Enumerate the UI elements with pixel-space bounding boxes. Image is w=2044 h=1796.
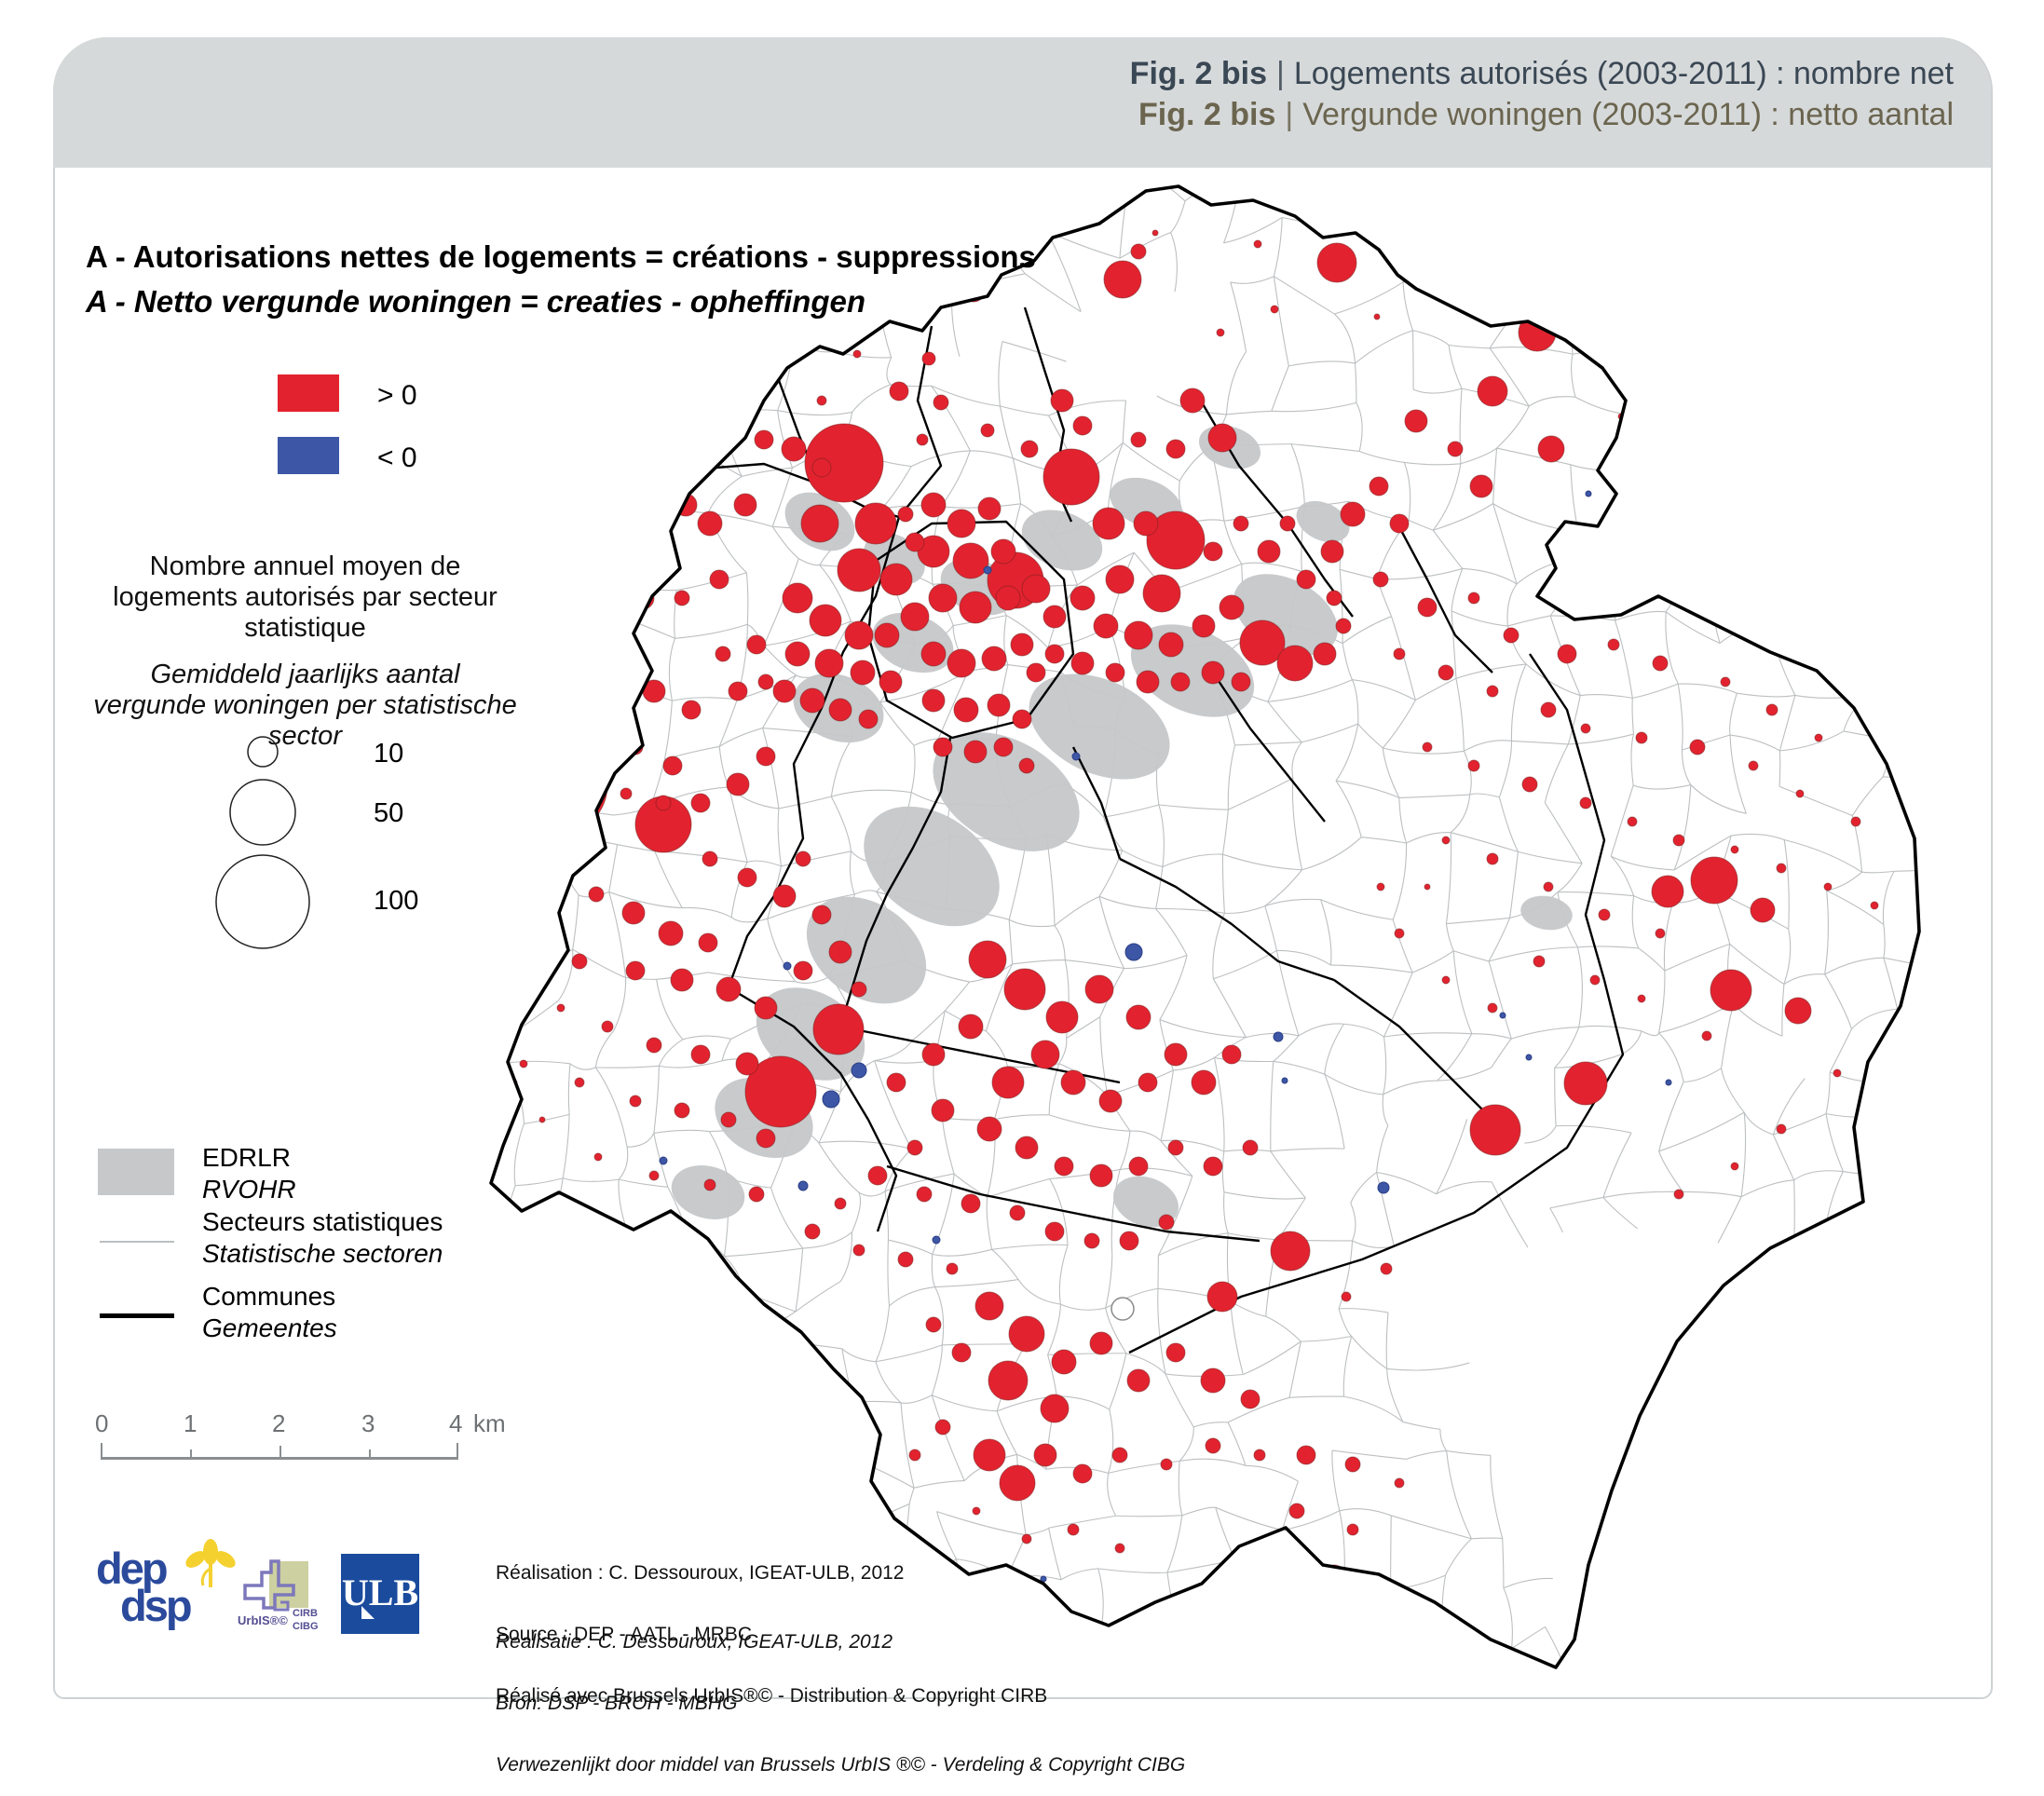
urbis-logo xyxy=(243,1559,308,1612)
header-band xyxy=(53,37,1991,168)
map-subtitle: A - Autorisations nettes de logements = … xyxy=(86,235,1036,324)
commune-line-swatch xyxy=(100,1313,174,1318)
sector-label-nl: Statistische sectoren xyxy=(202,1239,443,1268)
commune-label-nl: Gemeentes xyxy=(202,1313,337,1342)
size-label-10: 10 xyxy=(374,739,404,769)
dep-logo-top: dep xyxy=(96,1544,169,1593)
figure-title: Fig. 2 bis | Logements autorisés (2003-201… xyxy=(1130,53,1954,135)
size-legend-title-fr-1: Nombre annuel moyen de xyxy=(149,551,461,581)
brussels-proportional-symbol-map xyxy=(489,184,1921,1669)
scale-mark xyxy=(369,1449,371,1457)
size-circle-10 xyxy=(247,736,279,768)
negative-color-swatch xyxy=(278,437,339,474)
fig-number-fr: Fig. 2 bis xyxy=(1129,56,1268,91)
size-legend-title-nl-2: vergunde woningen per statistische secto… xyxy=(93,690,517,751)
positive-legend-label: > 0 xyxy=(377,380,417,411)
sector-line-swatch xyxy=(100,1241,174,1243)
commune-label-fr: Communes xyxy=(202,1282,336,1311)
urbis-label: UrbIS®© xyxy=(238,1613,288,1627)
fig-number-nl: Fig. 2 bis xyxy=(1138,97,1276,132)
iris-flower-icon xyxy=(185,1539,236,1587)
ulb-logo-text: ULB xyxy=(341,1572,419,1613)
scale-tick-0: 0 xyxy=(95,1409,109,1437)
positive-color-swatch xyxy=(278,374,339,412)
title-separator: | xyxy=(1276,56,1285,91)
scale-mark xyxy=(456,1443,458,1457)
dep-logo-bottom: dsp xyxy=(120,1581,193,1630)
scale-tick-3: 3 xyxy=(361,1409,375,1437)
negative-legend-label: < 0 xyxy=(377,442,417,473)
edrlr-label-fr: EDRLR xyxy=(202,1143,291,1172)
credit-line: Réalisé avec Brussels UrbIS®© - Distribu… xyxy=(496,1685,1048,1707)
credit-line: Bron: DSP - BROH - MBHG xyxy=(496,1693,738,1714)
size-legend-title: Nombre annuel moyen de logements autoris… xyxy=(89,551,522,752)
scale-tick-2: 2 xyxy=(272,1409,286,1437)
edrlr-swatch xyxy=(98,1149,174,1195)
edrlr-label-nl: RVOHR xyxy=(202,1175,296,1204)
scale-mark xyxy=(101,1443,102,1457)
title-text-nl: Vergunde woningen (2003-2011) : netto aa… xyxy=(1302,97,1954,132)
size-circle-100 xyxy=(215,854,310,949)
size-legend-title-nl-1: Gemiddeld jaarlijks aantal xyxy=(150,660,460,689)
figure-title-fr: Fig. 2 bis | Logements autorisés (2003-201… xyxy=(1130,53,1954,94)
credit-line: Réalisation : C. Dessouroux, IGEAT-ULB, … xyxy=(496,1562,905,1584)
figure-page: { "header": { "fig_label_fr": "Fig. 2 bi… xyxy=(53,37,1993,1776)
credit-line: Verwezenlijkt door middel van Brussels U… xyxy=(496,1754,1186,1776)
credits-nl: Realisatie : C. Dessouroux, IGEAT-ULB, 2… xyxy=(496,1591,1185,1796)
size-legend-circles xyxy=(215,736,310,949)
ulb-logo: ULB xyxy=(341,1554,419,1634)
size-label-50: 50 xyxy=(374,798,404,828)
ulb-logo-triangle xyxy=(361,1606,375,1619)
scale-tick-4: 4 xyxy=(449,1409,463,1437)
dep-dsp-logo: dep dsp xyxy=(96,1544,193,1630)
map-subtitle-fr: A - Autorisations nettes de logements = … xyxy=(86,239,1036,274)
scale-mark xyxy=(279,1446,281,1457)
credits-fr: Réalisation : C. Dessouroux, IGEAT-ULB, … xyxy=(496,1522,1047,1727)
size-legend-title-fr-2: logements autorisés par secteur statisti… xyxy=(113,582,497,643)
figure-panel xyxy=(53,37,1993,1699)
scale-unit: km xyxy=(473,1409,506,1437)
scale-mark xyxy=(190,1449,192,1457)
figure-title-nl: Fig. 2 bis | Vergunde woningen (2003-2011)… xyxy=(1130,94,1954,135)
title-text-fr: Logements autorisés (2003-2011) : nombre… xyxy=(1293,56,1954,91)
size-label-100: 100 xyxy=(374,886,419,916)
title-separator-nl: | xyxy=(1285,97,1294,132)
cirb-label: CIRB xyxy=(293,1608,318,1619)
cibg-label: CIBG xyxy=(293,1621,319,1632)
credit-line: Realisatie : C. Dessouroux, IGEAT-ULB, 2… xyxy=(496,1631,893,1653)
credit-line: Source : DEP - AATL - MRBC xyxy=(496,1624,753,1645)
map-subtitle-nl: A - Netto vergunde woningen = creaties -… xyxy=(86,284,866,319)
size-circle-50 xyxy=(229,779,296,846)
scale-tick-1: 1 xyxy=(184,1409,198,1437)
scale-baseline xyxy=(101,1457,458,1460)
sector-label-fr: Secteurs statistiques xyxy=(202,1207,443,1236)
